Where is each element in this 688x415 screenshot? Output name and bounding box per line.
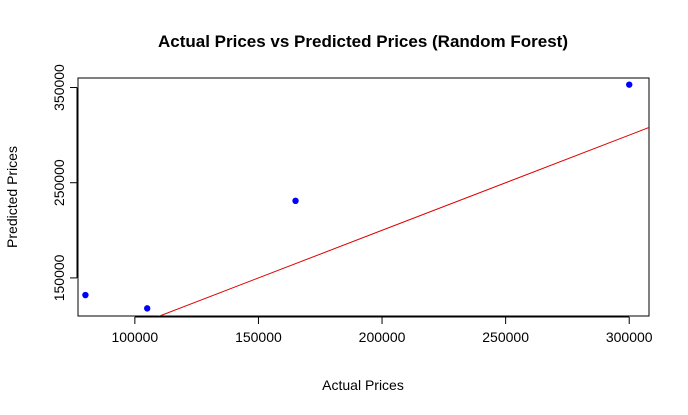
chart-title: Actual Prices vs Predicted Prices (Rando…: [158, 32, 568, 51]
x-tick-label: 250000: [482, 329, 529, 345]
y-tick-label: 150000: [51, 254, 67, 301]
plot-frame: [77, 77, 650, 317]
data-point-1: [82, 291, 89, 299]
data-point-2: [144, 305, 151, 312]
x-tick-label: 150000: [235, 329, 282, 345]
data-point-4: [626, 81, 633, 88]
points-group: [82, 81, 633, 312]
x-tick-label: 200000: [359, 329, 406, 345]
x-tick-label: 100000: [111, 329, 158, 345]
x-axis: 100000 150000 200000 250000 300000: [111, 316, 653, 345]
y-axis: 150000 250000 350000: [51, 64, 78, 301]
x-axis-label: Actual Prices: [322, 377, 404, 393]
y-axis-label: Predicted Prices: [4, 146, 20, 248]
x-tick-label: 300000: [606, 329, 653, 345]
reference-line: [158, 127, 649, 316]
data-point-3: [292, 197, 299, 205]
y-tick-label: 350000: [51, 64, 67, 111]
reference-line-group: [158, 127, 649, 316]
y-tick-label: 250000: [51, 159, 67, 206]
